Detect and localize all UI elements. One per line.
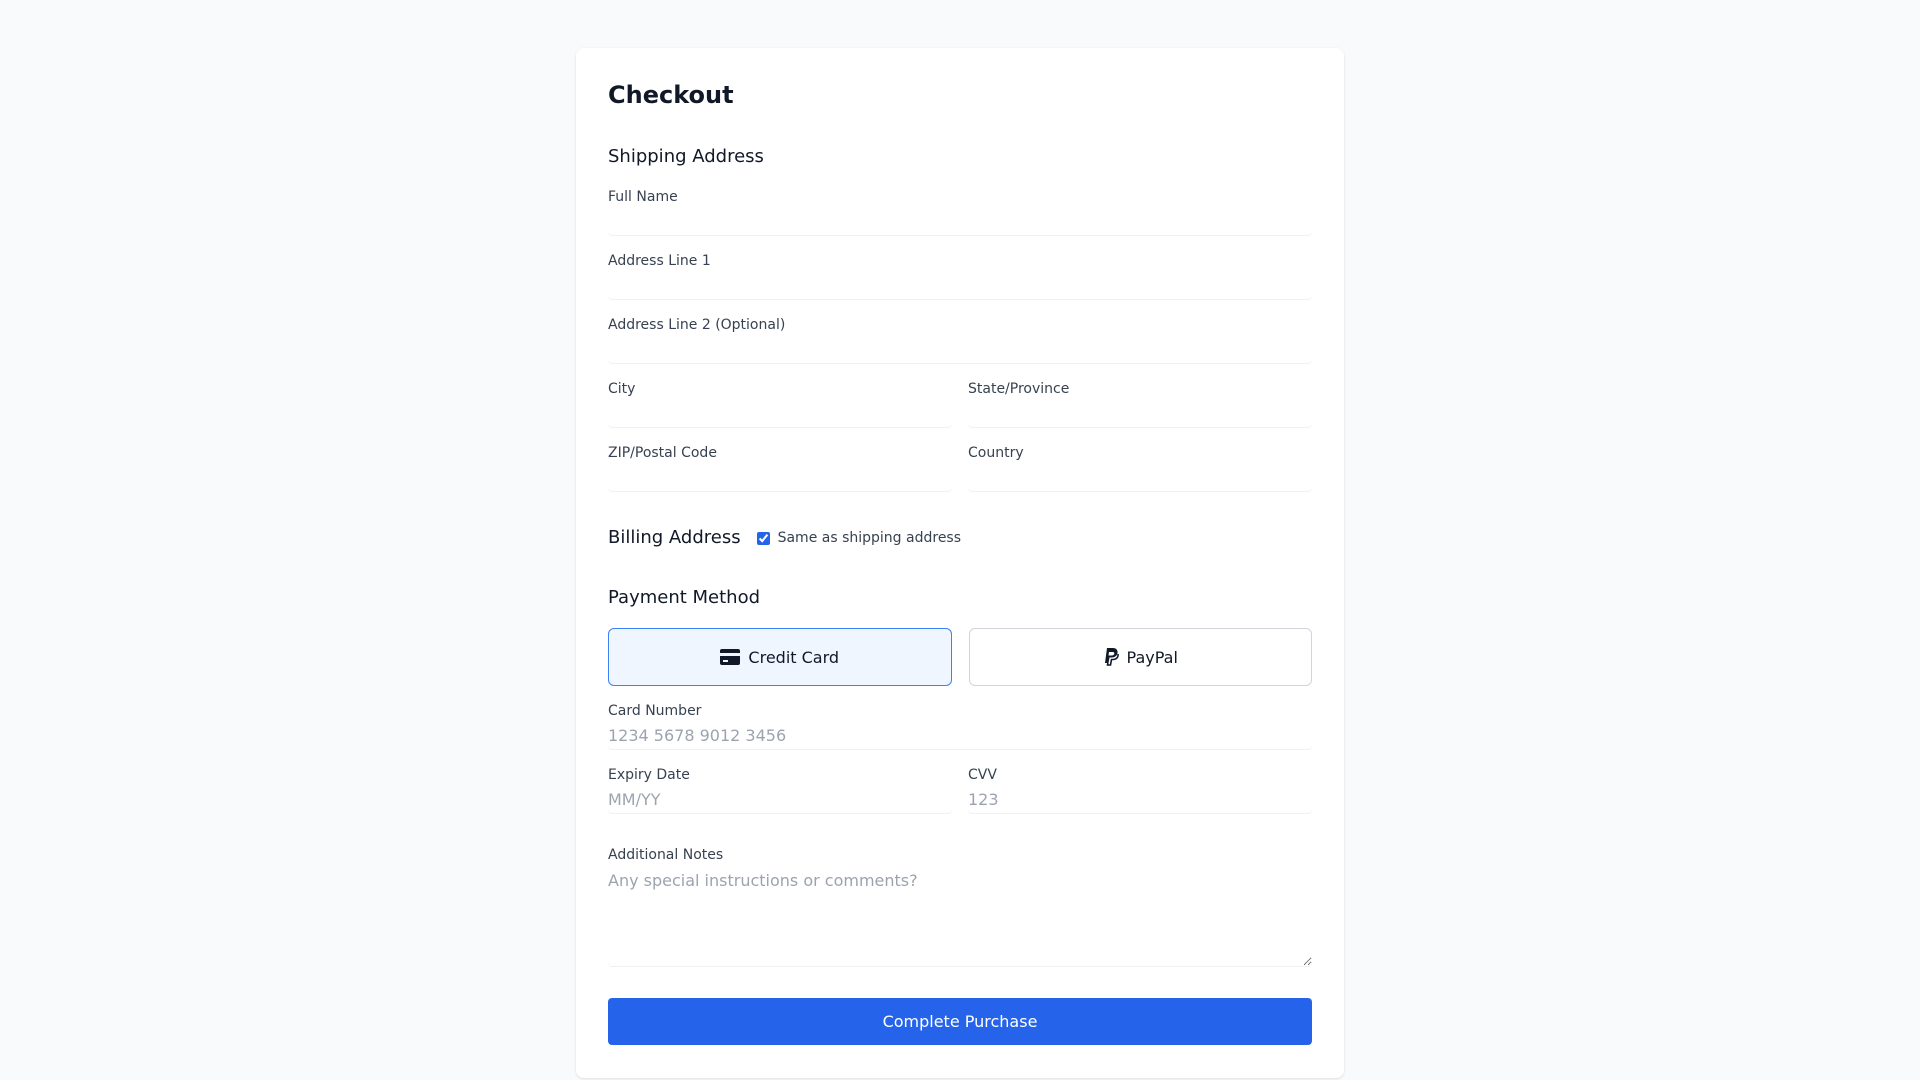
- full-name-label: Full Name: [608, 189, 678, 205]
- notes-textarea[interactable]: [608, 869, 1312, 966]
- full-name-input[interactable]: [608, 207, 1312, 235]
- state-label: State/Province: [968, 381, 1070, 397]
- billing-heading: Billing Address: [608, 527, 741, 548]
- credit-card-icon: [720, 649, 741, 665]
- expiry-input[interactable]: [608, 785, 952, 813]
- shipping-heading: Shipping Address: [608, 146, 764, 167]
- card-number-label: Card Number: [608, 703, 702, 719]
- city-input[interactable]: [608, 399, 952, 427]
- expiry-label: Expiry Date: [608, 767, 690, 783]
- country-input[interactable]: [968, 463, 1312, 491]
- country-label: Country: [968, 445, 1024, 461]
- billing-section: Billing Address Same as shipping address: [608, 526, 1312, 550]
- address1-label: Address Line 1: [608, 253, 711, 269]
- notes-label: Additional Notes: [608, 847, 724, 863]
- cvv-label: CVV: [968, 767, 997, 783]
- complete-purchase-button[interactable]: Complete Purchase: [608, 998, 1312, 1045]
- address2-input[interactable]: [608, 335, 1312, 363]
- paypal-label: PayPal: [1126, 647, 1178, 667]
- payment-heading: Payment Method: [608, 587, 761, 608]
- state-input[interactable]: [968, 399, 1312, 427]
- zip-label: ZIP/Postal Code: [608, 445, 717, 461]
- credit-card-button[interactable]: Credit Card: [608, 628, 952, 686]
- same-as-shipping-label: Same as shipping address: [777, 530, 962, 546]
- checkout-card: Checkout Shipping Address Full Name Addr…: [576, 48, 1344, 1078]
- card-number-input[interactable]: [608, 721, 1312, 749]
- credit-card-label: Credit Card: [748, 647, 840, 667]
- zip-input[interactable]: [608, 463, 952, 491]
- page-title: Checkout: [608, 81, 734, 109]
- same-as-shipping-checkbox[interactable]: [756, 531, 770, 545]
- address1-input[interactable]: [608, 271, 1312, 299]
- same-as-shipping[interactable]: Same as shipping address: [756, 530, 962, 546]
- address2-label: Address Line 2 (Optional): [608, 317, 786, 333]
- paypal-button[interactable]: PayPal: [968, 628, 1312, 686]
- paypal-icon: [1104, 648, 1119, 666]
- cvv-input[interactable]: [968, 785, 1312, 813]
- city-label: City: [608, 381, 636, 397]
